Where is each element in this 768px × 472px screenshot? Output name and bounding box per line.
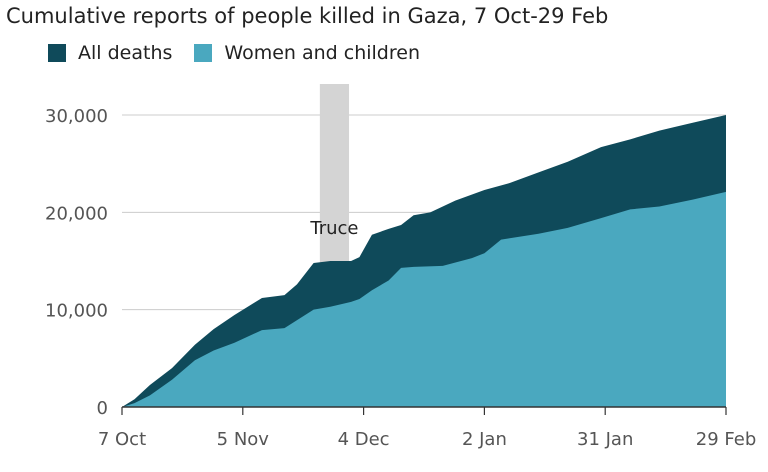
area-women-children bbox=[122, 191, 726, 407]
legend-item-women-children: Women and children bbox=[194, 42, 420, 64]
x-tick-label: 7 Oct bbox=[98, 429, 146, 450]
x-tick-label: 29 Feb bbox=[696, 429, 757, 450]
legend-swatch-women-children bbox=[194, 44, 213, 62]
y-tick-label: 0 bbox=[97, 398, 108, 419]
y-tick-label: 20,000 bbox=[45, 203, 108, 224]
legend-swatch-all-deaths bbox=[48, 44, 66, 62]
truce-label: Truce bbox=[309, 218, 358, 239]
x-tick-label: 5 Nov bbox=[217, 429, 270, 450]
legend-label-women-children: Women and children bbox=[224, 42, 420, 64]
legend-item-all-deaths: All deaths bbox=[48, 42, 172, 64]
legend-label-all-deaths: All deaths bbox=[78, 42, 173, 64]
y-tick-label: 30,000 bbox=[45, 106, 108, 127]
x-tick-label: 2 Jan bbox=[462, 429, 507, 450]
chart-title: Cumulative reports of people killed in G… bbox=[6, 4, 609, 28]
x-tick-label: 4 Dec bbox=[338, 429, 390, 450]
x-tick-label: 31 Jan bbox=[577, 429, 633, 450]
y-tick-label: 10,000 bbox=[45, 301, 108, 322]
legend: All deaths Women and children bbox=[48, 42, 442, 64]
